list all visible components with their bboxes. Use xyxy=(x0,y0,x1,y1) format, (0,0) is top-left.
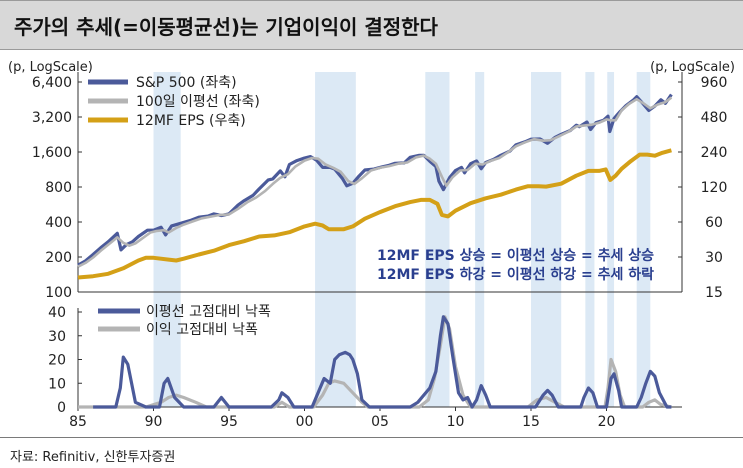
bottom-tick-label: 10 xyxy=(48,376,66,392)
x-tick-label: 90 xyxy=(145,414,163,430)
bottom-tick-label: 0 xyxy=(57,400,66,416)
right-tick-label: 120 xyxy=(701,180,728,196)
source-footer: 자료: Refinitiv, 신한투자증권 xyxy=(0,437,743,468)
x-tick-label: 15 xyxy=(522,414,540,430)
shaded-period xyxy=(585,72,595,407)
shaded-period xyxy=(153,72,181,407)
legend-label-eps: 12MF EPS (우축) xyxy=(136,113,246,129)
trend-annotation: 12MF EPS 상승 = 이평선 상승 = 추세 상승 xyxy=(377,247,654,264)
right-tick-label: 60 xyxy=(705,215,723,231)
source-text: 자료: Refinitiv, 신한투자증권 xyxy=(10,450,176,465)
legend-label-eps_drawdown: 이익 고점대비 낙폭 xyxy=(146,322,258,338)
left-tick-label: 200 xyxy=(45,250,72,266)
right-tick-label: 480 xyxy=(701,110,728,126)
x-tick-label: 20 xyxy=(598,414,616,430)
x-tick-label: 95 xyxy=(220,414,238,430)
legends: S&P 500 (좌축) 100일 이평선 (좌축) 12MF EPS (우축) 이평… xyxy=(88,75,271,338)
annotations: 12MF EPS 상승 = 이평선 상승 = 추세 상승 12MF EPS 하강 … xyxy=(377,247,654,283)
right-tick-label: 15 xyxy=(705,285,723,301)
bottom-tick-label: 20 xyxy=(48,353,66,369)
ma100-line xyxy=(77,96,673,268)
left-tick-label: 3,200 xyxy=(32,110,72,126)
right-tick-label: 240 xyxy=(701,145,728,161)
left-tick-label: 400 xyxy=(45,215,72,231)
x-tick-label: 05 xyxy=(371,414,389,430)
title-bar: 주가의 추세(=이동평균선)는 기업이익이 결정한다 xyxy=(0,0,743,50)
page-title: 주가의 추세(=이동평균선)는 기업이익이 결정한다 xyxy=(14,15,438,39)
left-axis-unit: (p, LogScale) xyxy=(8,60,93,75)
bottom-tick-label: 30 xyxy=(48,329,66,345)
shaded-period xyxy=(315,72,356,407)
ma-drawdown-line xyxy=(93,315,672,409)
legend-label-ma_drawdown: 이평선 고점대비 낙폭 xyxy=(146,304,271,320)
right-tick-label: 30 xyxy=(705,250,723,266)
x-tick-label: 10 xyxy=(447,414,465,430)
left-tick-label: 1,600 xyxy=(32,145,72,161)
shaded-period xyxy=(607,72,615,407)
legend-label-ma100: 100일 이평선 (좌축) xyxy=(136,94,260,110)
x-tick-label: 85 xyxy=(69,414,87,430)
left-tick-label: 800 xyxy=(45,180,72,196)
shaded-period xyxy=(475,72,485,407)
right-tick-label: 960 xyxy=(701,75,728,91)
bottom-tick-label: 40 xyxy=(48,305,66,321)
legend-label-sp500: S&P 500 (좌축) xyxy=(136,75,237,91)
left-tick-label: 6,400 xyxy=(32,75,72,91)
x-tick-label: 00 xyxy=(296,414,314,430)
eps-line xyxy=(77,148,672,280)
shaded-period xyxy=(636,72,651,407)
left-tick-label: 100 xyxy=(45,285,72,301)
top-panel: (p, LogScale) (p, LogScale)6,4003,2001,60… xyxy=(8,60,735,301)
right-axis-unit: (p, LogScale) xyxy=(650,60,735,75)
trend-annotation: 12MF EPS 하강 = 이평선 하강 = 추세 하락 xyxy=(377,266,654,283)
recession-shading xyxy=(153,72,651,407)
shaded-period xyxy=(531,72,562,407)
bottom-panel: 0 10 20 30 40 85 90 95 00 05 10 15 20 xyxy=(48,305,682,430)
